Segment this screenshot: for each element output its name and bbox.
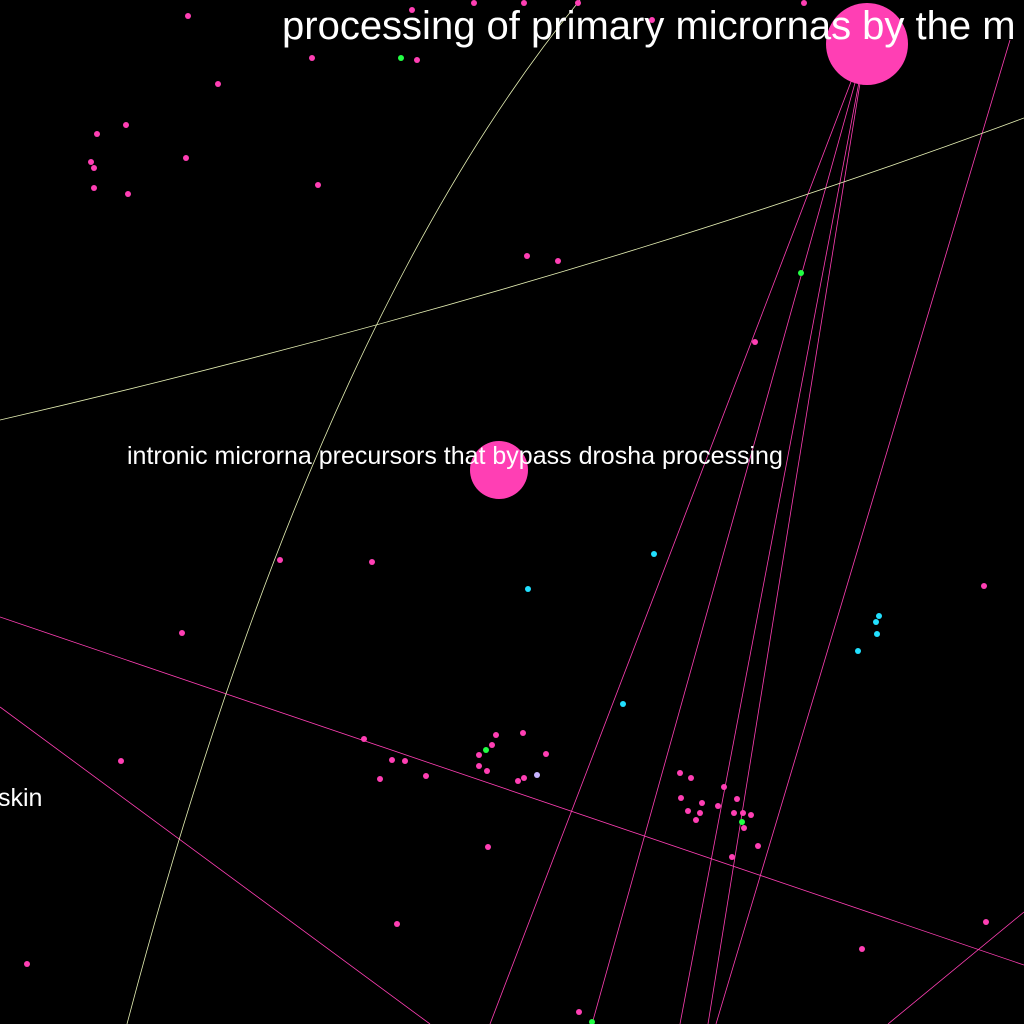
- graph-node: [697, 810, 703, 816]
- graph-edge: [0, 706, 431, 1024]
- graph-node: [651, 551, 657, 557]
- graph-node-hub: [470, 441, 528, 499]
- graph-node: [677, 770, 683, 776]
- graph-node: [394, 921, 400, 927]
- graph-node: [309, 55, 315, 61]
- graph-node: [377, 776, 383, 782]
- graph-node: [649, 17, 655, 23]
- graph-node: [483, 747, 489, 753]
- graph-node: [398, 55, 404, 61]
- graph-node: [678, 795, 684, 801]
- graph-node: [575, 0, 581, 6]
- graph-node: [471, 0, 477, 6]
- graph-node: [731, 810, 737, 816]
- graph-node: [798, 270, 804, 276]
- graph-node: [91, 165, 97, 171]
- graph-edge: [0, 616, 1024, 966]
- graph-edge: [0, 117, 1024, 421]
- graph-node: [179, 630, 185, 636]
- graph-node: [277, 557, 283, 563]
- graph-node: [515, 778, 521, 784]
- graph-node: [721, 784, 727, 790]
- graph-node: [543, 751, 549, 757]
- graph-nodes: [24, 0, 989, 1024]
- graph-node: [485, 844, 491, 850]
- graph-node: [361, 736, 367, 742]
- graph-edge: [591, 39, 868, 1024]
- graph-node: [414, 57, 420, 63]
- graph-edge: [715, 39, 1011, 1024]
- graph-edge: [679, 39, 868, 1024]
- graph-node: [981, 583, 987, 589]
- graph-node: [740, 810, 746, 816]
- graph-node: [589, 1019, 595, 1024]
- graph-node: [484, 768, 490, 774]
- graph-node: [555, 258, 561, 264]
- graph-node: [118, 758, 124, 764]
- node-label-intronic-microrna-precursors: intronic microrna precursors that bypass…: [127, 442, 783, 470]
- graph-node: [94, 131, 100, 137]
- graph-node: [489, 742, 495, 748]
- graph-node: [409, 7, 415, 13]
- graph-node: [693, 817, 699, 823]
- graph-node: [525, 586, 531, 592]
- graph-edge: [126, 0, 581, 1024]
- graph-node: [876, 613, 882, 619]
- graph-node: [476, 763, 482, 769]
- graph-node: [402, 758, 408, 764]
- graph-node: [874, 631, 880, 637]
- graph-node: [855, 648, 861, 654]
- graph-node: [524, 253, 530, 259]
- graph-node: [752, 339, 758, 345]
- graph-node: [739, 819, 745, 825]
- graph-node: [534, 772, 540, 778]
- graph-node: [423, 773, 429, 779]
- graph-node: [520, 730, 526, 736]
- graph-node: [859, 946, 865, 952]
- graph-node: [315, 182, 321, 188]
- graph-node: [748, 812, 754, 818]
- graph-node: [521, 775, 527, 781]
- graph-node: [576, 1009, 582, 1015]
- graph-node: [24, 961, 30, 967]
- graph-edge: [489, 39, 868, 1024]
- graph-node: [741, 825, 747, 831]
- graph-node: [215, 81, 221, 87]
- graph-node: [715, 803, 721, 809]
- graph-node: [493, 732, 499, 738]
- graph-node: [521, 0, 527, 6]
- graph-node: [183, 155, 189, 161]
- graph-node: [873, 619, 879, 625]
- graph-node: [123, 122, 129, 128]
- graph-node: [185, 13, 191, 19]
- graph-node: [685, 808, 691, 814]
- graph-node: [389, 757, 395, 763]
- graph-node: [801, 0, 807, 6]
- node-label-skin: skin: [0, 784, 43, 812]
- graph-edge: [707, 39, 868, 1024]
- graph-node: [125, 191, 131, 197]
- graph-node: [755, 843, 761, 849]
- graph-node: [729, 854, 735, 860]
- graph-node-hub: [826, 3, 908, 85]
- graph-node: [699, 800, 705, 806]
- graph-node: [476, 752, 482, 758]
- graph-node: [91, 185, 97, 191]
- graph-node: [620, 701, 626, 707]
- graph-node: [88, 159, 94, 165]
- graph-edge: [887, 911, 1024, 1024]
- node-label-processing-primary-micrornas: processing of primary micrornas by the m: [282, 4, 1016, 48]
- graph-node: [734, 796, 740, 802]
- graph-node: [369, 559, 375, 565]
- graph-node: [983, 919, 989, 925]
- graph-node: [688, 775, 694, 781]
